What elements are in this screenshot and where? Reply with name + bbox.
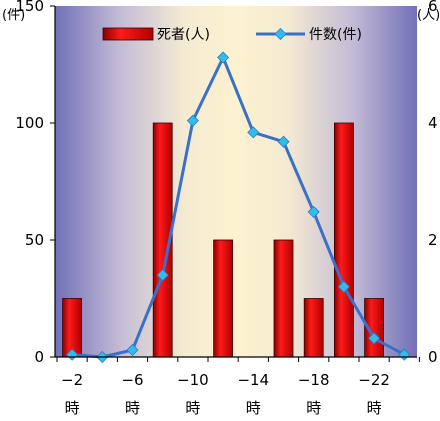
bar-deaths	[273, 239, 294, 358]
x-tick-label: −6	[121, 371, 143, 389]
point-incidents	[186, 114, 199, 127]
bar-deaths	[333, 122, 354, 358]
x-tick-label-unit: 時	[367, 399, 382, 417]
x-tick-label-unit: 時	[125, 399, 140, 417]
x-tick-label: −10	[177, 371, 209, 389]
legend-marker-incidents	[274, 27, 287, 41]
y-tick-label-right: 2	[428, 231, 438, 249]
point-incidents	[277, 135, 290, 148]
x-tick-label: −18	[298, 371, 330, 389]
y-tick-label-left: 50	[25, 231, 44, 249]
x-tick-label: −22	[358, 371, 390, 389]
legend-label-incidents: 件数(件)	[309, 27, 362, 43]
point-incidents	[368, 332, 381, 345]
bar-deaths	[62, 298, 82, 358]
bar-deaths	[303, 298, 324, 358]
y-unit-left: (件)	[2, 8, 25, 23]
x-tick-label-unit: 時	[185, 399, 200, 417]
x-tick-label: −14	[237, 371, 269, 389]
line-incidents	[71, 55, 406, 359]
y-unit-right: (人)	[417, 8, 440, 23]
point-incidents	[126, 343, 139, 357]
x-tick-label-unit: 時	[65, 399, 80, 417]
y-tick-label-left: 100	[15, 114, 44, 132]
bar-deaths	[213, 239, 234, 358]
point-incidents	[217, 51, 230, 64]
y-tick-label-left: 0	[34, 348, 44, 366]
legend-label-deaths: 死者(人)	[157, 27, 210, 43]
point-incidents	[337, 280, 350, 293]
plot-background	[55, 6, 417, 357]
point-incidents	[307, 205, 320, 218]
legend-swatch-deaths	[102, 27, 154, 41]
y-tick-label-left: 150	[15, 0, 44, 15]
x-tick-label: −2	[61, 371, 83, 389]
point-incidents	[156, 269, 169, 282]
x-tick-label-unit: 時	[306, 399, 321, 417]
point-incidents	[247, 126, 260, 139]
y-tick-label-right: 0	[428, 348, 438, 366]
y-tick-label-right: 6	[428, 0, 438, 15]
x-tick-label-unit: 時	[246, 399, 261, 417]
y-tick-label-right: 4	[428, 114, 438, 132]
